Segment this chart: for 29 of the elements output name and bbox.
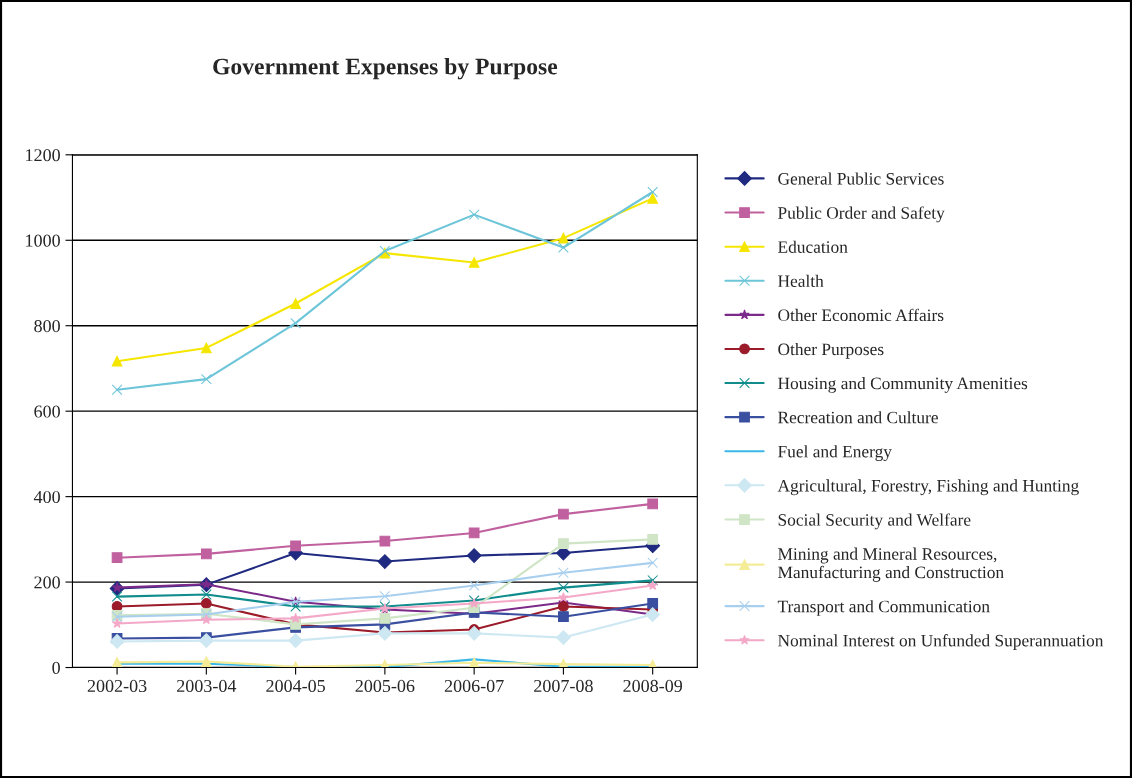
chart-title: Government Expenses by Purpose	[213, 57, 558, 80]
legend-label: Recreation and Culture	[778, 411, 938, 424]
legend-label: Other Economic Affairs	[778, 308, 944, 322]
legend-label: Social Security and Welfare	[778, 513, 971, 530]
legend-label: Fuel and Energy	[778, 445, 892, 462]
legend-label: Housing and Community Amenities	[778, 377, 1028, 393]
x-tick-label: 2008-09	[623, 679, 683, 693]
legend-label: Health	[778, 274, 824, 288]
legend-label: Mining and Mineral Resources, Manufacturing and Construction	[778, 547, 1004, 582]
legend-label: Other Purposes	[778, 342, 884, 359]
x-tick-label: 2006-07	[444, 679, 504, 693]
y-tick-label: 1000	[26, 234, 60, 247]
legend-label: Transport and Communication	[777, 600, 990, 616]
y-tick-label: 0	[52, 661, 60, 674]
x-tick-label: 2004-05	[266, 679, 325, 693]
legend-label: General Public Services	[778, 172, 944, 185]
y-tick-label: 600	[34, 405, 60, 418]
y-tick-label: 400	[33, 490, 60, 504]
x-tick-label: 2003-04	[177, 679, 237, 693]
y-tick-label: 1200	[26, 149, 60, 162]
y-tick-label: 800	[34, 319, 60, 333]
y-tick-label: 200	[34, 576, 60, 589]
legend-label: Public Order and Safety	[778, 206, 945, 223]
legend-label: Agricultural, Forestry, Fishing and Hunting	[777, 479, 1079, 496]
legend-label: Education	[778, 240, 848, 253]
x-tick-label: 2002-03	[87, 679, 147, 693]
x-tick-label: 2007-08	[534, 679, 593, 693]
x-tick-label: 2005-06	[355, 679, 415, 693]
legend-label: Nominal Interest on Unfunded Superannuation	[778, 634, 1104, 651]
